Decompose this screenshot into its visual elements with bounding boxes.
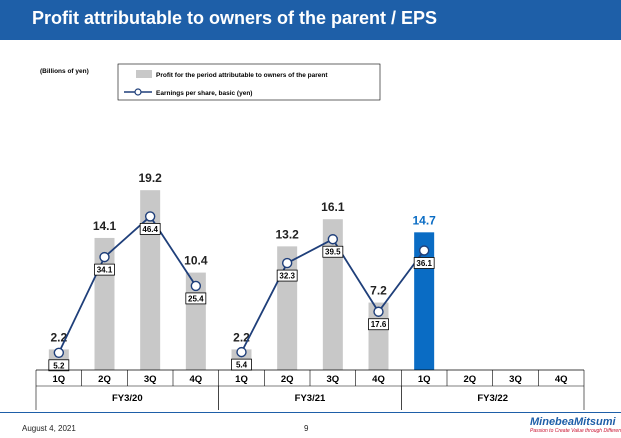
bar-value-label-8: 14.7 [412,213,436,227]
company-logo: MinebeaMitsumi Passion to Create Value t… [530,416,621,436]
eps-label-box-2 [139,222,161,235]
category-label-0: 1Q [52,374,65,385]
eps-point-3 [190,280,202,292]
eps-value-label-5: 32.3 [279,272,295,281]
eps-label-box-7 [368,318,389,331]
legend-bar-swatch [136,70,152,78]
category-label-7: 4Q [372,374,385,385]
eps-label-box-6 [322,245,344,258]
bar-value-label-3: 10.4 [184,254,208,268]
legend: Profit for the period attributable to ow… [117,63,381,101]
eps-value-label-1: 34.1 [97,266,113,275]
eps-label-box-3 [185,292,207,305]
category-label-2: 3Q [144,374,157,385]
group-label-0: FY3/20 [112,393,143,404]
category-label-6: 3Q [326,374,339,385]
eps-label-box-1 [94,263,115,276]
category-label-10: 3Q [509,374,522,385]
eps-value-label-4: 5.4 [236,361,248,370]
page-number: 9 [304,424,309,433]
category-label-4: 1Q [235,374,248,385]
eps-point-6 [327,234,339,245]
eps-value-label-2: 46.4 [142,225,158,234]
bar-value-label-6: 16.1 [321,200,345,214]
eps-value-label-8: 36.1 [416,259,432,268]
bar-value-label-7: 7.2 [370,284,387,298]
eps-point-8 [418,245,430,256]
profit-eps-chart: (Billions of yen) Profit for the period … [35,63,585,410]
category-label-8: 1Q [418,374,431,385]
eps-value-label-6: 39.5 [325,248,341,257]
eps-label-box-8 [413,257,435,269]
eps-point-5 [281,257,293,269]
eps-line-segment-0 [58,215,197,354]
category-label-11: 4Q [555,374,568,385]
footer-date: August 4, 2021 [22,424,76,433]
group-label-1: FY3/21 [295,393,326,404]
bar-2 [140,190,161,370]
eps-point-2 [144,211,156,222]
eps-value-label-7: 17.6 [371,320,387,329]
logo-tagline: Passion to Create Value through Differen… [530,428,621,434]
category-label-3: 4Q [189,374,202,385]
category-label-9: 2Q [463,374,476,385]
eps-label-box-5 [276,269,298,282]
eps-point-0 [53,347,65,358]
group-label-2: FY3/22 [477,393,508,404]
eps-label-box-0 [48,359,70,372]
bar-value-label-5: 13.2 [275,227,299,241]
eps-point-7 [373,306,384,317]
bar-value-label-4: 2.2 [233,330,250,344]
legend-box [117,63,381,101]
header-bar: Profit attributable to owners of the par… [0,0,621,40]
eps-point-1 [99,251,110,263]
bar-value-label-1: 14.1 [93,219,117,233]
legend-line-marker [134,88,142,96]
eps-point-4 [236,346,247,358]
bar-value-label-0: 2.2 [50,330,67,344]
page-title: Profit attributable to owners of the par… [32,8,438,28]
bar-value-label-2: 19.2 [138,171,162,185]
category-label-5: 2Q [281,374,294,385]
eps-value-label-0: 5.2 [53,361,65,370]
legend-line-label: Earnings per share, basic (yen) [156,90,252,97]
eps-value-label-3: 25.4 [188,294,204,303]
footer-divider [0,412,621,413]
logo-name: MinebeaMitsumi [530,416,616,428]
legend-bar-label: Profit for the period attributable to ow… [156,72,328,79]
unit-label: (Billions of yen) [40,68,89,75]
category-label-1: 2Q [98,374,111,385]
